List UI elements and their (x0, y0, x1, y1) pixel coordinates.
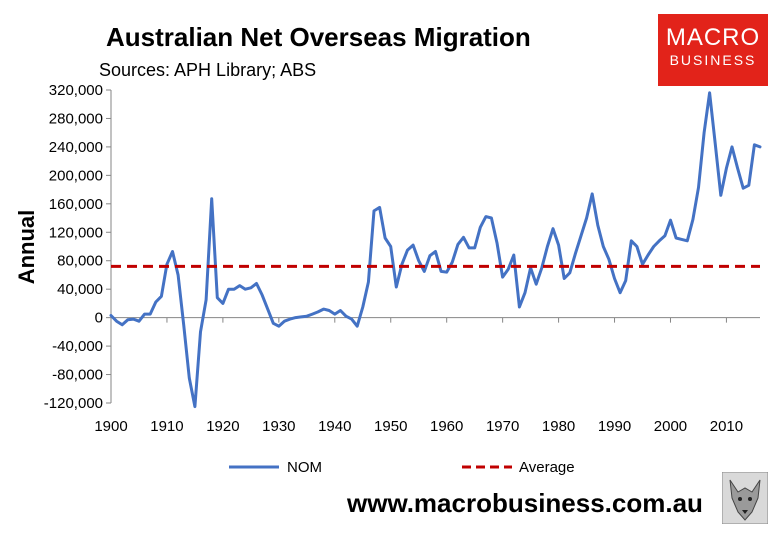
wolf-mascot-icon (722, 472, 768, 524)
series-line-nom (109, 91, 762, 409)
logo-line-2: BUSINESS (669, 52, 757, 68)
legend: NOM Average (229, 459, 575, 476)
x-axis: 1900 1910 1920 1930 1940 1950 1960 1970 1980 1990… (94, 317, 760, 435)
y-tick-label: 240,000 (49, 139, 103, 156)
y-tick-label: 0 (95, 310, 103, 327)
x-tick-label: 1970 (486, 418, 519, 435)
y-tick-label: -40,000 (52, 338, 103, 355)
macrobusiness-logo: MACRO BUSINESS (658, 14, 768, 86)
y-tick-label: -120,000 (44, 395, 103, 412)
x-tick-label: 2000 (654, 418, 687, 435)
x-tick-label: 1920 (206, 418, 239, 435)
y-tick-label: 320,000 (49, 82, 103, 99)
x-tick-label: 1940 (318, 418, 351, 435)
x-tick-label: 1900 (94, 418, 127, 435)
x-tick-label: 1910 (150, 418, 183, 435)
x-tick-label: 1950 (374, 418, 407, 435)
y-axis: 320,000 280,000 240,000 200,000 160,000 120,0… (44, 82, 112, 412)
x-tick-label: 1960 (430, 418, 463, 435)
series-layer (109, 91, 762, 409)
x-tick-label: 1930 (262, 418, 295, 435)
logo-line-1: MACRO (665, 24, 761, 51)
x-tick-label: 1980 (542, 418, 575, 435)
chart-title: Australian Net Overseas Migration (106, 22, 531, 52)
x-tick-label: 2010 (710, 418, 743, 435)
chart-subtitle: Sources: APH Library; ABS (99, 60, 317, 80)
y-tick-label: 80,000 (57, 253, 103, 270)
footer-url: www.macrobusiness.com.au (347, 488, 703, 518)
legend-label-nom: NOM (287, 459, 322, 476)
legend-label-average: Average (519, 459, 575, 476)
y-tick-label: 200,000 (49, 167, 103, 184)
y-tick-label: 120,000 (49, 224, 103, 241)
y-tick-label: -80,000 (52, 367, 103, 384)
plot-background (111, 90, 760, 403)
y-tick-label: 280,000 (49, 110, 103, 127)
y-tick-label: 40,000 (57, 281, 103, 298)
y-tick-label: 160,000 (49, 196, 103, 213)
y-axis-label: Annual (14, 210, 39, 285)
x-tick-label: 1990 (598, 418, 631, 435)
